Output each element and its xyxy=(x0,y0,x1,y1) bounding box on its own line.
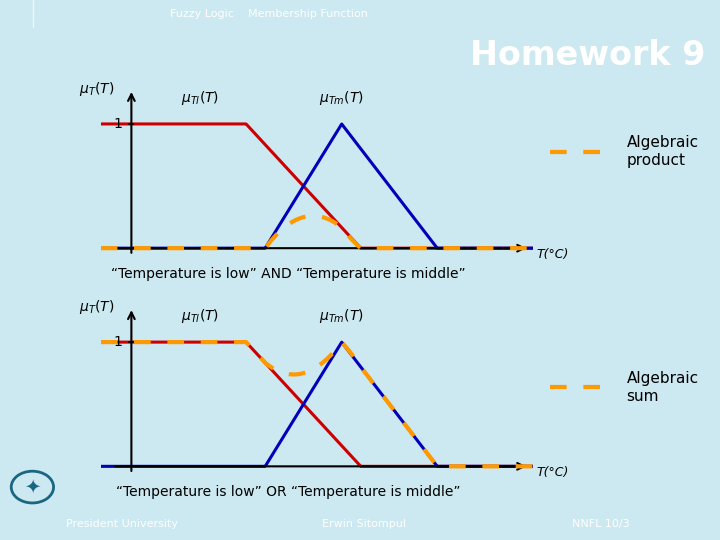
Text: 1: 1 xyxy=(113,117,122,131)
Text: President University: President University xyxy=(66,519,179,529)
Text: $\mu_{Tm}(T)$: $\mu_{Tm}(T)$ xyxy=(319,307,364,325)
Text: Algebraic
product: Algebraic product xyxy=(626,136,698,168)
Text: $\mu_T(T)$: $\mu_T(T)$ xyxy=(79,298,114,316)
Text: Homework 9: Homework 9 xyxy=(470,39,706,72)
Text: ✦: ✦ xyxy=(24,477,40,497)
Text: $\mu_{Tm}(T)$: $\mu_{Tm}(T)$ xyxy=(319,89,364,106)
Text: Erwin Sitompul: Erwin Sitompul xyxy=(322,519,405,529)
Text: Membership Function: Membership Function xyxy=(248,9,368,19)
Text: T(°C): T(°C) xyxy=(536,466,569,479)
Text: 1: 1 xyxy=(113,335,122,349)
Text: $\mu_T(T)$: $\mu_T(T)$ xyxy=(79,80,114,98)
Text: $\mu_{Tl}(T)$: $\mu_{Tl}(T)$ xyxy=(181,307,220,325)
Text: “Temperature is low” AND “Temperature is middle”: “Temperature is low” AND “Temperature is… xyxy=(111,267,465,281)
Text: Fuzzy Logic: Fuzzy Logic xyxy=(170,9,234,19)
Text: NNFL 10/3: NNFL 10/3 xyxy=(572,519,630,529)
Text: Algebraic
sum: Algebraic sum xyxy=(626,372,698,404)
Text: $\mu_{Tl}(T)$: $\mu_{Tl}(T)$ xyxy=(181,89,220,106)
Text: T(°C): T(°C) xyxy=(536,248,569,261)
Text: “Temperature is low” OR “Temperature is middle”: “Temperature is low” OR “Temperature is … xyxy=(116,485,460,500)
